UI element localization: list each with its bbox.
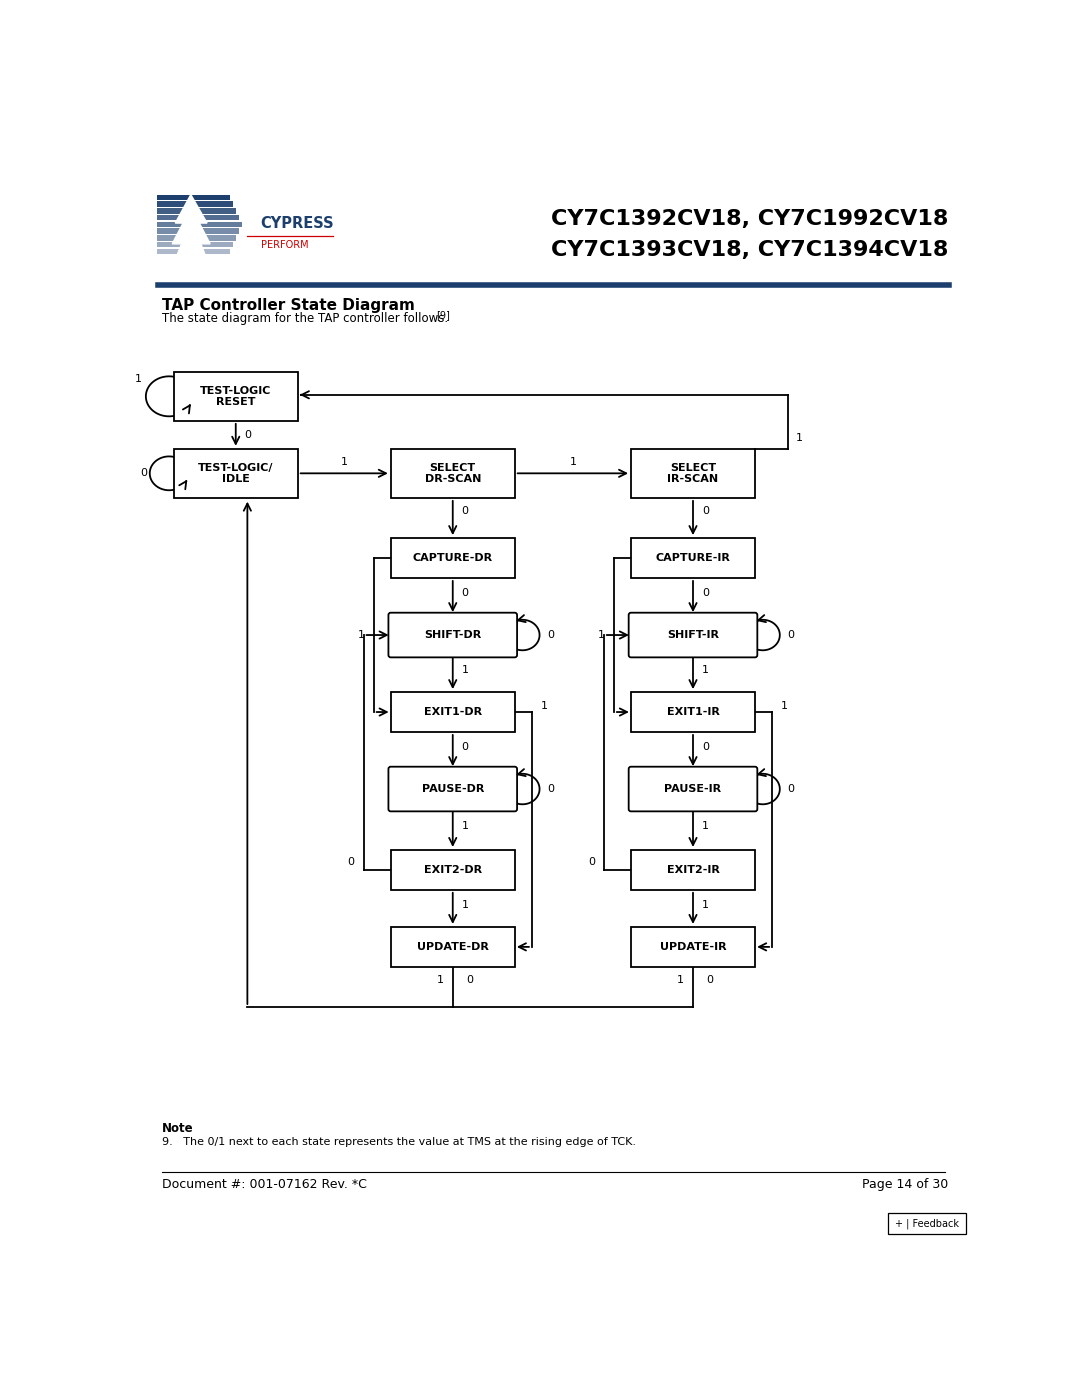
FancyBboxPatch shape — [631, 926, 755, 967]
Text: 1: 1 — [461, 820, 469, 831]
Text: 1: 1 — [598, 630, 605, 640]
Text: 1: 1 — [541, 701, 548, 711]
Text: 0: 0 — [546, 784, 554, 793]
FancyBboxPatch shape — [389, 767, 517, 812]
FancyBboxPatch shape — [631, 692, 755, 732]
Text: TAP Controller State Diagram: TAP Controller State Diagram — [162, 298, 415, 313]
Text: SELECT
IR-SCAN: SELECT IR-SCAN — [667, 462, 718, 485]
FancyBboxPatch shape — [631, 538, 755, 578]
Text: PAUSE-DR: PAUSE-DR — [421, 784, 484, 793]
Text: 0: 0 — [787, 630, 794, 640]
FancyBboxPatch shape — [629, 613, 757, 658]
Text: 0: 0 — [702, 588, 708, 598]
FancyBboxPatch shape — [391, 692, 515, 732]
FancyBboxPatch shape — [174, 372, 298, 420]
Text: TEST-LOGIC
RESET: TEST-LOGIC RESET — [200, 386, 271, 407]
FancyBboxPatch shape — [174, 448, 298, 497]
Bar — [889, 1213, 966, 1234]
Text: TEST-LOGIC/
IDLE: TEST-LOGIC/ IDLE — [198, 462, 273, 485]
Text: EXIT2-IR: EXIT2-IR — [666, 865, 719, 875]
Text: 0: 0 — [461, 506, 469, 515]
Polygon shape — [172, 194, 211, 264]
FancyBboxPatch shape — [391, 849, 515, 890]
Text: 1: 1 — [436, 975, 444, 985]
Text: 0: 0 — [787, 784, 794, 793]
Text: 1: 1 — [569, 457, 577, 467]
Text: 0: 0 — [461, 588, 469, 598]
Text: PAUSE-IR: PAUSE-IR — [664, 784, 721, 793]
Text: 0: 0 — [140, 468, 147, 478]
Text: Page 14 of 30: Page 14 of 30 — [863, 1178, 948, 1190]
Text: EXIT1-IR: EXIT1-IR — [666, 707, 719, 717]
Text: SHIFT-DR: SHIFT-DR — [424, 630, 482, 640]
Text: SELECT
DR-SCAN: SELECT DR-SCAN — [424, 462, 481, 485]
Text: 1: 1 — [702, 665, 708, 675]
Bar — [157, 249, 230, 254]
FancyBboxPatch shape — [629, 767, 757, 812]
Text: 1: 1 — [357, 630, 365, 640]
FancyBboxPatch shape — [391, 538, 515, 578]
Text: 0: 0 — [348, 858, 354, 868]
FancyBboxPatch shape — [389, 613, 517, 658]
FancyBboxPatch shape — [391, 926, 515, 967]
Text: 9.   The 0/1 next to each state represents the value at TMS at the rising edge o: 9. The 0/1 next to each state represents… — [162, 1137, 636, 1147]
Text: CY7C1393CV18, CY7C1394CV18: CY7C1393CV18, CY7C1394CV18 — [552, 240, 948, 260]
Text: + | Feedback: + | Feedback — [895, 1218, 959, 1228]
Text: The state diagram for the TAP controller follows.: The state diagram for the TAP controller… — [162, 312, 448, 324]
FancyBboxPatch shape — [631, 448, 755, 497]
Text: 1: 1 — [341, 457, 348, 467]
Bar — [157, 222, 242, 228]
Bar — [157, 235, 235, 240]
Text: UPDATE-IR: UPDATE-IR — [660, 942, 727, 951]
Text: 1: 1 — [781, 701, 788, 711]
Bar — [157, 242, 232, 247]
Text: 0: 0 — [245, 430, 252, 440]
Text: CAPTURE-IR: CAPTURE-IR — [656, 553, 730, 563]
Text: EXIT2-DR: EXIT2-DR — [423, 865, 482, 875]
Text: 0: 0 — [706, 975, 714, 985]
Text: 0: 0 — [588, 858, 595, 868]
FancyBboxPatch shape — [631, 849, 755, 890]
Text: PERFORM: PERFORM — [260, 240, 308, 250]
Text: CAPTURE-DR: CAPTURE-DR — [413, 553, 492, 563]
Text: SHIFT-IR: SHIFT-IR — [667, 630, 719, 640]
Text: 0: 0 — [467, 975, 473, 985]
Text: 1: 1 — [702, 900, 708, 909]
Text: 1: 1 — [677, 975, 684, 985]
Text: 1: 1 — [461, 665, 469, 675]
Text: CYPRESS: CYPRESS — [260, 215, 334, 231]
Text: 1: 1 — [796, 433, 802, 443]
Text: 1: 1 — [702, 820, 708, 831]
Text: 1: 1 — [461, 900, 469, 909]
Text: 1: 1 — [135, 374, 141, 384]
Bar — [157, 229, 239, 233]
Text: Document #: 001-07162 Rev. *C: Document #: 001-07162 Rev. *C — [162, 1178, 367, 1190]
Text: [9]: [9] — [435, 310, 449, 320]
Bar — [157, 208, 235, 214]
Text: EXIT1-DR: EXIT1-DR — [423, 707, 482, 717]
Bar — [157, 215, 239, 221]
Text: 0: 0 — [702, 506, 708, 515]
Text: UPDATE-DR: UPDATE-DR — [417, 942, 488, 951]
Text: Note: Note — [162, 1122, 193, 1134]
FancyBboxPatch shape — [391, 448, 515, 497]
Text: 0: 0 — [702, 742, 708, 752]
Bar — [157, 194, 230, 200]
Text: 0: 0 — [546, 630, 554, 640]
Bar — [157, 201, 232, 207]
Text: 0: 0 — [461, 742, 469, 752]
Text: CY7C1392CV18, CY7C1992CV18: CY7C1392CV18, CY7C1992CV18 — [552, 210, 948, 229]
